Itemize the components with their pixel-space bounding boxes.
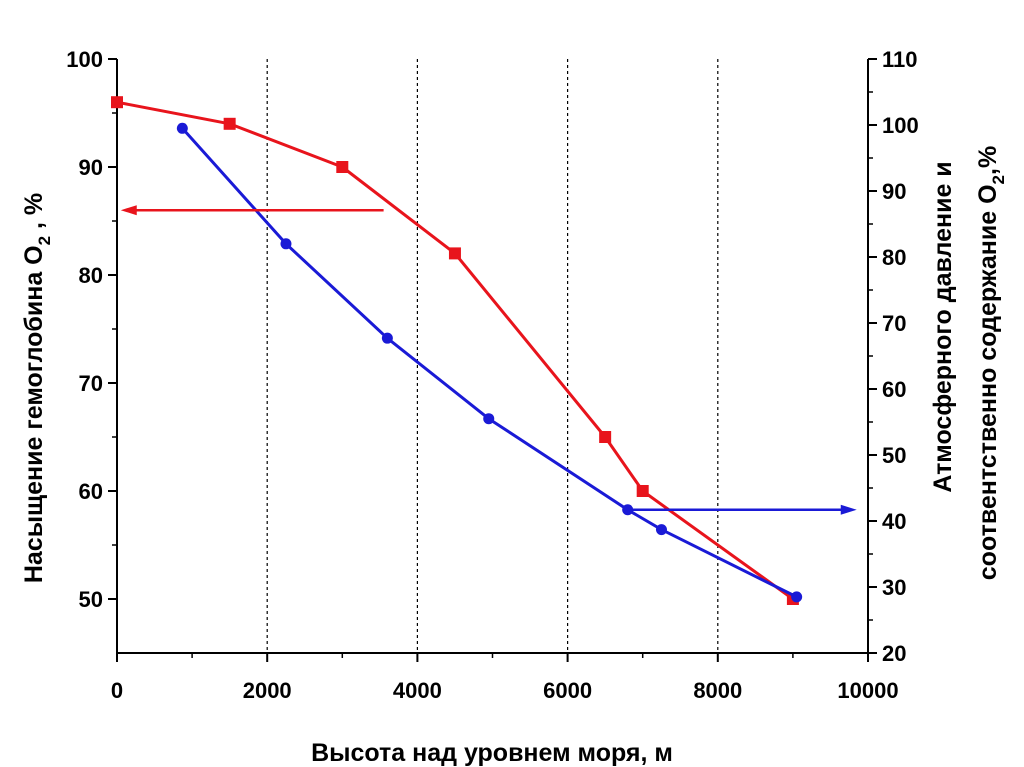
right-tick-label-20: 20	[882, 641, 906, 666]
x-tick-label-8000: 8000	[693, 678, 742, 703]
left-tick-label-100: 100	[66, 47, 103, 72]
series-1-point-0	[176, 122, 188, 134]
series-0-point-0	[111, 96, 123, 109]
series-1-point-3	[483, 413, 495, 425]
series-0-line	[116, 100, 794, 601]
right-tick-label-90: 90	[882, 179, 906, 204]
series-0-point-3	[448, 247, 461, 260]
x-tick-label-0: 0	[111, 678, 123, 703]
y-axis-left-label-tail: , %	[20, 193, 48, 236]
left-tick-label-80: 80	[79, 263, 103, 288]
left-tick-label-60: 60	[79, 479, 103, 504]
arrow-1-head	[840, 504, 857, 515]
series-1-point-1	[280, 238, 292, 250]
y-axis-left-label-main: Насыщение гемоглобина O	[20, 245, 48, 583]
series-1-line	[181, 127, 798, 599]
series-1-point-6	[791, 591, 803, 603]
series-0-point-2	[336, 161, 349, 173]
y-axis-right-label-main: соотвентственно содержание O	[974, 184, 1002, 580]
annotations	[120, 205, 857, 515]
data-series	[111, 96, 803, 605]
left-tick-label-70: 70	[79, 371, 103, 396]
series-1-point-2	[381, 332, 393, 344]
arrow-0-head	[120, 205, 137, 216]
series-0-point-5	[636, 485, 649, 497]
left-tick-label-50: 50	[79, 587, 103, 612]
x-axis-label: Высота над уровнем моря, м	[311, 739, 673, 767]
y-axis-left-label: Насыщение гемоглобина O2 , %	[20, 193, 54, 583]
series-0-point-4	[599, 431, 612, 443]
axes-frame	[116, 59, 869, 654]
right-tick-label-60: 60	[882, 377, 906, 402]
y-axis-right-label-line1: Атмосферного давление и	[929, 161, 957, 492]
x-tick-label-6000: 6000	[543, 678, 592, 703]
x-tick-label-4000: 4000	[393, 678, 442, 703]
tick-labels: 0 2000 4000 6000 8000 10000 50 60 70 80 90 100 20 30 4…	[66, 47, 918, 703]
x-tick-label-10000: 10000	[837, 678, 898, 703]
y-axis-right-label-tail: ,%	[974, 146, 1002, 175]
right-tick-label-70: 70	[882, 311, 906, 336]
right-tick-label-100: 100	[882, 113, 919, 138]
left-tick-label-90: 90	[79, 155, 103, 180]
right-tick-label-110: 110	[882, 47, 918, 72]
right-tick-label-50: 50	[882, 443, 906, 468]
right-tick-label-40: 40	[882, 509, 906, 534]
right-tick-label-30: 30	[882, 575, 906, 600]
y-axis-right-label-sub: 2	[989, 175, 1008, 184]
y-axis-right-label-line2: соотвентственно содержание O2,%	[974, 146, 1008, 580]
series-1-point-5	[655, 524, 667, 536]
x-tick-label-2000: 2000	[243, 678, 292, 703]
grid-lines	[266, 59, 719, 653]
y-axis-left-label-sub: 2	[35, 236, 54, 245]
tick-marks	[108, 58, 877, 662]
series-0-point-1	[223, 117, 236, 130]
right-tick-label-80: 80	[882, 245, 906, 270]
